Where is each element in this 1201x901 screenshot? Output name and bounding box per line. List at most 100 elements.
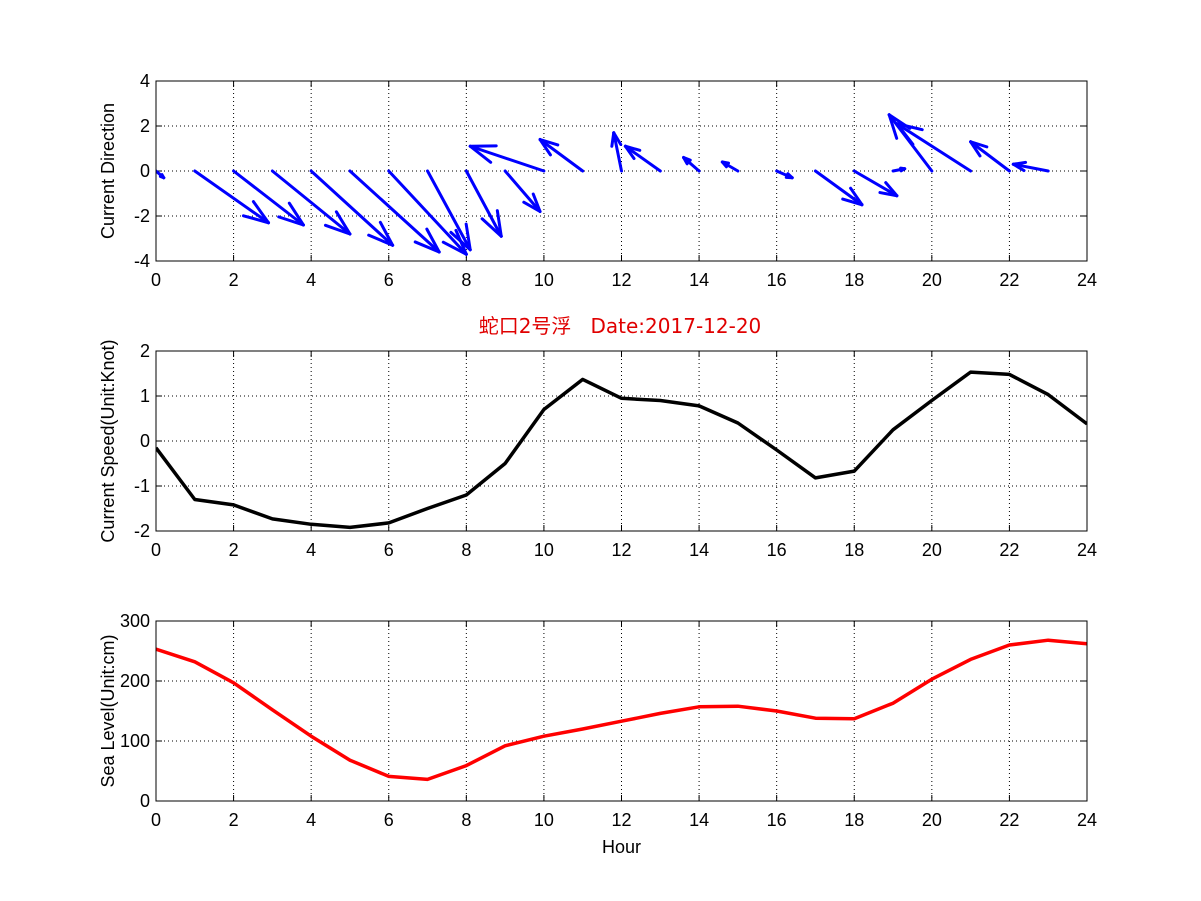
- current-vector-arrow: [610, 131, 623, 173]
- arrow-head: [884, 181, 899, 198]
- y-tick-label: -4: [134, 251, 150, 271]
- arrow-head: [899, 167, 907, 173]
- x-tick-label: 22: [999, 270, 1019, 290]
- arrow-head: [682, 156, 692, 162]
- arrow-head: [449, 230, 472, 252]
- current-vector-arrow: [156, 169, 166, 180]
- arrow-shaft: [969, 140, 1011, 173]
- x-tick-label: 10: [534, 810, 554, 830]
- x-tick-label: 24: [1077, 810, 1097, 830]
- y-tick-label: -2: [134, 521, 150, 541]
- current-vector-arrow: [623, 144, 662, 173]
- arrow-shaft: [468, 144, 546, 173]
- y-tick-label: 200: [120, 671, 150, 691]
- x-tick-label: 22: [999, 540, 1019, 560]
- x-tick-label: 8: [461, 540, 471, 560]
- axes-frame: [155, 80, 1088, 262]
- arrow-head: [241, 214, 270, 225]
- arrow-head: [378, 220, 395, 247]
- arrow-head: [538, 138, 552, 157]
- x-tick-label: 16: [767, 270, 787, 290]
- x-axis-label: Hour: [602, 837, 641, 857]
- arrow-head: [841, 197, 864, 207]
- y-tick-label: 2: [140, 341, 150, 361]
- arrow-shaft: [464, 169, 503, 238]
- current-vector-arrow: [309, 169, 395, 247]
- arrow-shaft: [503, 169, 542, 213]
- x-tick-label: 4: [306, 810, 316, 830]
- arrow-shaft: [1011, 162, 1050, 173]
- arrow-head: [480, 217, 503, 238]
- x-tick-label: 2: [229, 540, 239, 560]
- figure-title: 蛇口2号浮 Date:2017-12-20: [479, 314, 762, 338]
- current-vector-arrow: [232, 169, 305, 227]
- current-speed-line: [156, 370, 1087, 530]
- arrow-head: [464, 222, 472, 252]
- y-tick-label: 2: [140, 116, 150, 136]
- current-vector-arrow: [852, 169, 899, 198]
- arrow-head: [849, 186, 864, 207]
- arrow-head: [251, 200, 270, 225]
- y-tick-label: 300: [120, 611, 150, 631]
- arrow-head: [277, 215, 305, 227]
- y-tick-label: 0: [140, 161, 150, 181]
- y-tick-label: 4: [140, 71, 150, 91]
- arrow-shaft: [309, 169, 395, 247]
- arrow-head: [522, 200, 542, 213]
- axes-frame: [155, 350, 1088, 532]
- current-vector-arrow: [538, 138, 585, 173]
- y-tick-label: 1: [140, 386, 150, 406]
- x-tick-label: 6: [384, 810, 394, 830]
- x-tick-label: 2: [229, 810, 239, 830]
- x-tick-label: 16: [767, 810, 787, 830]
- current-vector-arrow: [193, 169, 270, 225]
- arrow-shaft: [852, 169, 899, 198]
- x-tick-label: 20: [922, 810, 942, 830]
- arrow-head: [878, 191, 899, 198]
- x-tick-label: 18: [844, 540, 864, 560]
- arrow-head: [895, 122, 924, 132]
- y-tick-label: -2: [134, 206, 150, 226]
- x-tick-label: 22: [999, 810, 1019, 830]
- arrow-head: [367, 233, 395, 247]
- y-tick-label: 100: [120, 731, 150, 751]
- x-tick-label: 2: [229, 270, 239, 290]
- y-tick-label: 0: [140, 791, 150, 811]
- current-vector-arrow: [895, 122, 973, 173]
- arrow-head: [720, 160, 731, 165]
- arrow-head: [158, 174, 166, 180]
- x-tick-label: 12: [611, 270, 631, 290]
- arrow-shaft: [813, 169, 864, 207]
- current-vector-arrow: [775, 169, 794, 180]
- x-tick-label: 6: [384, 540, 394, 560]
- arrow-head: [612, 131, 623, 146]
- x-tick-label: 4: [306, 270, 316, 290]
- x-tick-label: 20: [922, 540, 942, 560]
- x-tick-label: 12: [611, 540, 631, 560]
- x-tick-label: 18: [844, 810, 864, 830]
- arrow-head: [425, 227, 441, 254]
- arrow-head: [468, 144, 493, 164]
- arrow-head: [531, 192, 542, 213]
- x-tick-label: 20: [922, 270, 942, 290]
- arrow-shaft: [193, 169, 270, 225]
- arrow-head: [623, 144, 642, 152]
- current-vector-arrow: [891, 166, 907, 173]
- x-tick-label: 14: [689, 810, 709, 830]
- x-tick-label: 0: [151, 270, 161, 290]
- axes-box: [155, 620, 1088, 802]
- arrow-head: [895, 122, 915, 146]
- x-tick-label: 0: [151, 810, 161, 830]
- x-tick-label: 6: [384, 270, 394, 290]
- y-axis-label: Current Direction: [98, 103, 118, 239]
- arrow-head: [441, 240, 468, 256]
- arrow-shaft: [426, 169, 472, 252]
- current-vector-arrow: [969, 140, 1011, 173]
- y-axis-label: Sea Level(Unit:cm): [98, 634, 118, 787]
- y-tick-label: 0: [140, 431, 150, 451]
- current-vector-arrow: [1011, 160, 1050, 173]
- x-tick-label: 14: [689, 540, 709, 560]
